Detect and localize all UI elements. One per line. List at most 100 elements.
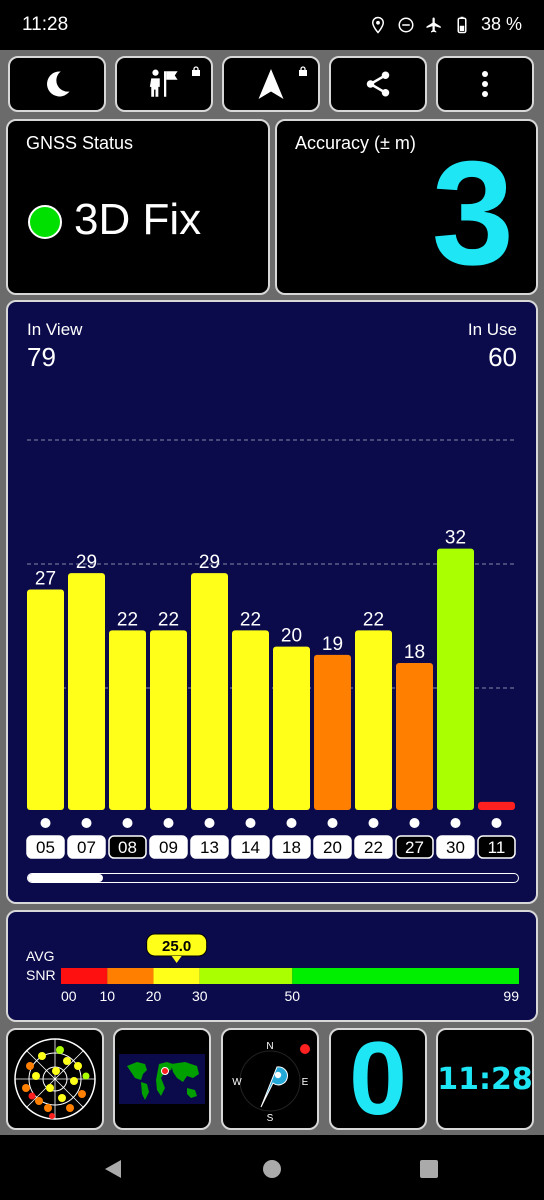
prn-label: 05 bbox=[36, 838, 55, 857]
prn-box[interactable] bbox=[149, 835, 188, 859]
chart-scrollbar[interactable] bbox=[27, 873, 519, 883]
accuracy-value: 3 bbox=[431, 131, 514, 296]
sat-dot bbox=[204, 818, 215, 828]
sat-dot bbox=[81, 818, 92, 828]
signal-bar bbox=[396, 663, 433, 810]
sky-plot-button[interactable] bbox=[6, 1028, 104, 1130]
night-mode-button[interactable] bbox=[8, 56, 106, 112]
prn-box[interactable] bbox=[354, 835, 393, 859]
signal-bar bbox=[68, 573, 105, 810]
snr-segment bbox=[153, 968, 200, 984]
guide-button[interactable] bbox=[115, 56, 213, 112]
prn-label: 18 bbox=[282, 838, 301, 857]
sat-dot bbox=[368, 818, 379, 828]
prn-box[interactable] bbox=[67, 835, 106, 859]
prn-box[interactable] bbox=[477, 835, 516, 859]
home-icon[interactable] bbox=[262, 1159, 282, 1179]
bar-value-label: 29 bbox=[199, 552, 220, 573]
in-use-count: 60 bbox=[488, 342, 517, 372]
compass-marker bbox=[300, 1044, 310, 1054]
zero-counter-widget[interactable]: 0 bbox=[329, 1027, 427, 1131]
prn-box[interactable] bbox=[313, 835, 352, 859]
prn-box[interactable] bbox=[231, 835, 270, 859]
sat-dot bbox=[327, 818, 338, 828]
satellite-signal-chart[interactable]: In View 79 In Use 60 27 05 29 07 22 08 22 09 29 1… bbox=[6, 300, 538, 904]
navigate-button[interactable] bbox=[222, 56, 320, 112]
share-icon bbox=[366, 71, 390, 97]
compass-button[interactable]: N E S W bbox=[221, 1028, 319, 1130]
lock-icon bbox=[299, 66, 307, 76]
snr-marker-pointer bbox=[171, 956, 182, 963]
prn-box[interactable] bbox=[272, 835, 311, 859]
snr-tick-label: 50 bbox=[285, 988, 301, 1004]
gnss-status-panel[interactable]: GNSS Status 3D Fix bbox=[6, 119, 270, 295]
dnd-icon bbox=[398, 17, 414, 32]
prn-box[interactable] bbox=[26, 835, 65, 859]
recents-icon[interactable] bbox=[419, 1159, 439, 1179]
compass-north-label: N bbox=[266, 1041, 273, 1052]
snr-average-value: 25.0 bbox=[162, 938, 191, 955]
bar-value-label: 22 bbox=[363, 609, 384, 630]
avg-snr-panel[interactable]: AVG SNR 00 10 20 30 50 99 25.0 bbox=[6, 910, 538, 1022]
prn-label: 13 bbox=[200, 838, 219, 857]
more-vertical-icon bbox=[482, 71, 488, 97]
bar-value-label: 18 bbox=[404, 642, 425, 663]
signal-bar bbox=[150, 630, 187, 810]
snr-avg-label: AVG bbox=[26, 948, 55, 964]
share-button[interactable] bbox=[329, 56, 427, 112]
clock-widget[interactable]: 11:28 bbox=[436, 1028, 534, 1130]
chart-scrollbar-thumb[interactable] bbox=[28, 874, 103, 882]
prn-label: 14 bbox=[241, 838, 260, 857]
prn-box[interactable] bbox=[108, 835, 147, 859]
sat-dot bbox=[163, 818, 174, 828]
prn-label: 08 bbox=[118, 838, 137, 857]
signal-bar bbox=[273, 646, 310, 810]
signal-bar bbox=[232, 630, 269, 810]
prn-label: 22 bbox=[364, 838, 383, 857]
prn-box[interactable] bbox=[190, 835, 229, 859]
bar-value-label: 29 bbox=[76, 552, 97, 573]
navigation-arrow-icon bbox=[258, 69, 284, 99]
status-bar: 11:28 38 % bbox=[0, 0, 544, 50]
sat-dot bbox=[491, 818, 502, 828]
sat-dot bbox=[286, 818, 297, 828]
snr-label: SNR bbox=[26, 967, 56, 983]
prn-label: 30 bbox=[446, 838, 465, 857]
snr-segment bbox=[107, 968, 154, 984]
status-time: 11:28 bbox=[22, 14, 69, 35]
sky-plot-icon bbox=[14, 1038, 96, 1120]
sat-dot bbox=[122, 818, 133, 828]
prn-label: 11 bbox=[488, 838, 506, 857]
snr-tick-label: 99 bbox=[503, 988, 519, 1004]
bar-value-label: 22 bbox=[158, 609, 179, 630]
prn-label: 07 bbox=[77, 838, 96, 857]
bar-value-label: 20 bbox=[281, 626, 302, 647]
back-icon[interactable] bbox=[103, 1159, 123, 1179]
accuracy-title: Accuracy (± m) bbox=[295, 133, 416, 153]
bar-value-label: 22 bbox=[240, 609, 261, 630]
gnss-status-title: GNSS Status bbox=[26, 133, 134, 153]
in-view-count: 79 bbox=[27, 342, 56, 372]
compass-east-label: E bbox=[302, 1077, 309, 1088]
snr-segment bbox=[292, 968, 519, 984]
snr-tick-label: 00 bbox=[61, 988, 77, 1004]
battery-percent: 38 % bbox=[480, 14, 522, 34]
accuracy-panel[interactable]: Accuracy (± m) 3 bbox=[275, 119, 538, 295]
prn-label: 20 bbox=[323, 838, 342, 857]
prn-label: 09 bbox=[159, 838, 178, 857]
compass-south-label: S bbox=[267, 1113, 274, 1124]
prn-box[interactable] bbox=[395, 835, 434, 859]
lock-icon bbox=[192, 66, 200, 76]
bar-value-label: 32 bbox=[445, 528, 466, 549]
world-map-button[interactable] bbox=[113, 1028, 211, 1130]
airplane-icon bbox=[426, 17, 441, 32]
signal-bar bbox=[314, 654, 351, 810]
fix-status-indicator bbox=[28, 205, 62, 239]
menu-button[interactable] bbox=[436, 56, 534, 112]
signal-bar bbox=[355, 630, 392, 810]
clock-value: 11:28 bbox=[437, 1061, 533, 1097]
signal-bar bbox=[191, 573, 228, 810]
prn-box[interactable] bbox=[436, 835, 475, 859]
snr-tick-label: 10 bbox=[99, 988, 115, 1004]
location-icon bbox=[371, 16, 384, 34]
